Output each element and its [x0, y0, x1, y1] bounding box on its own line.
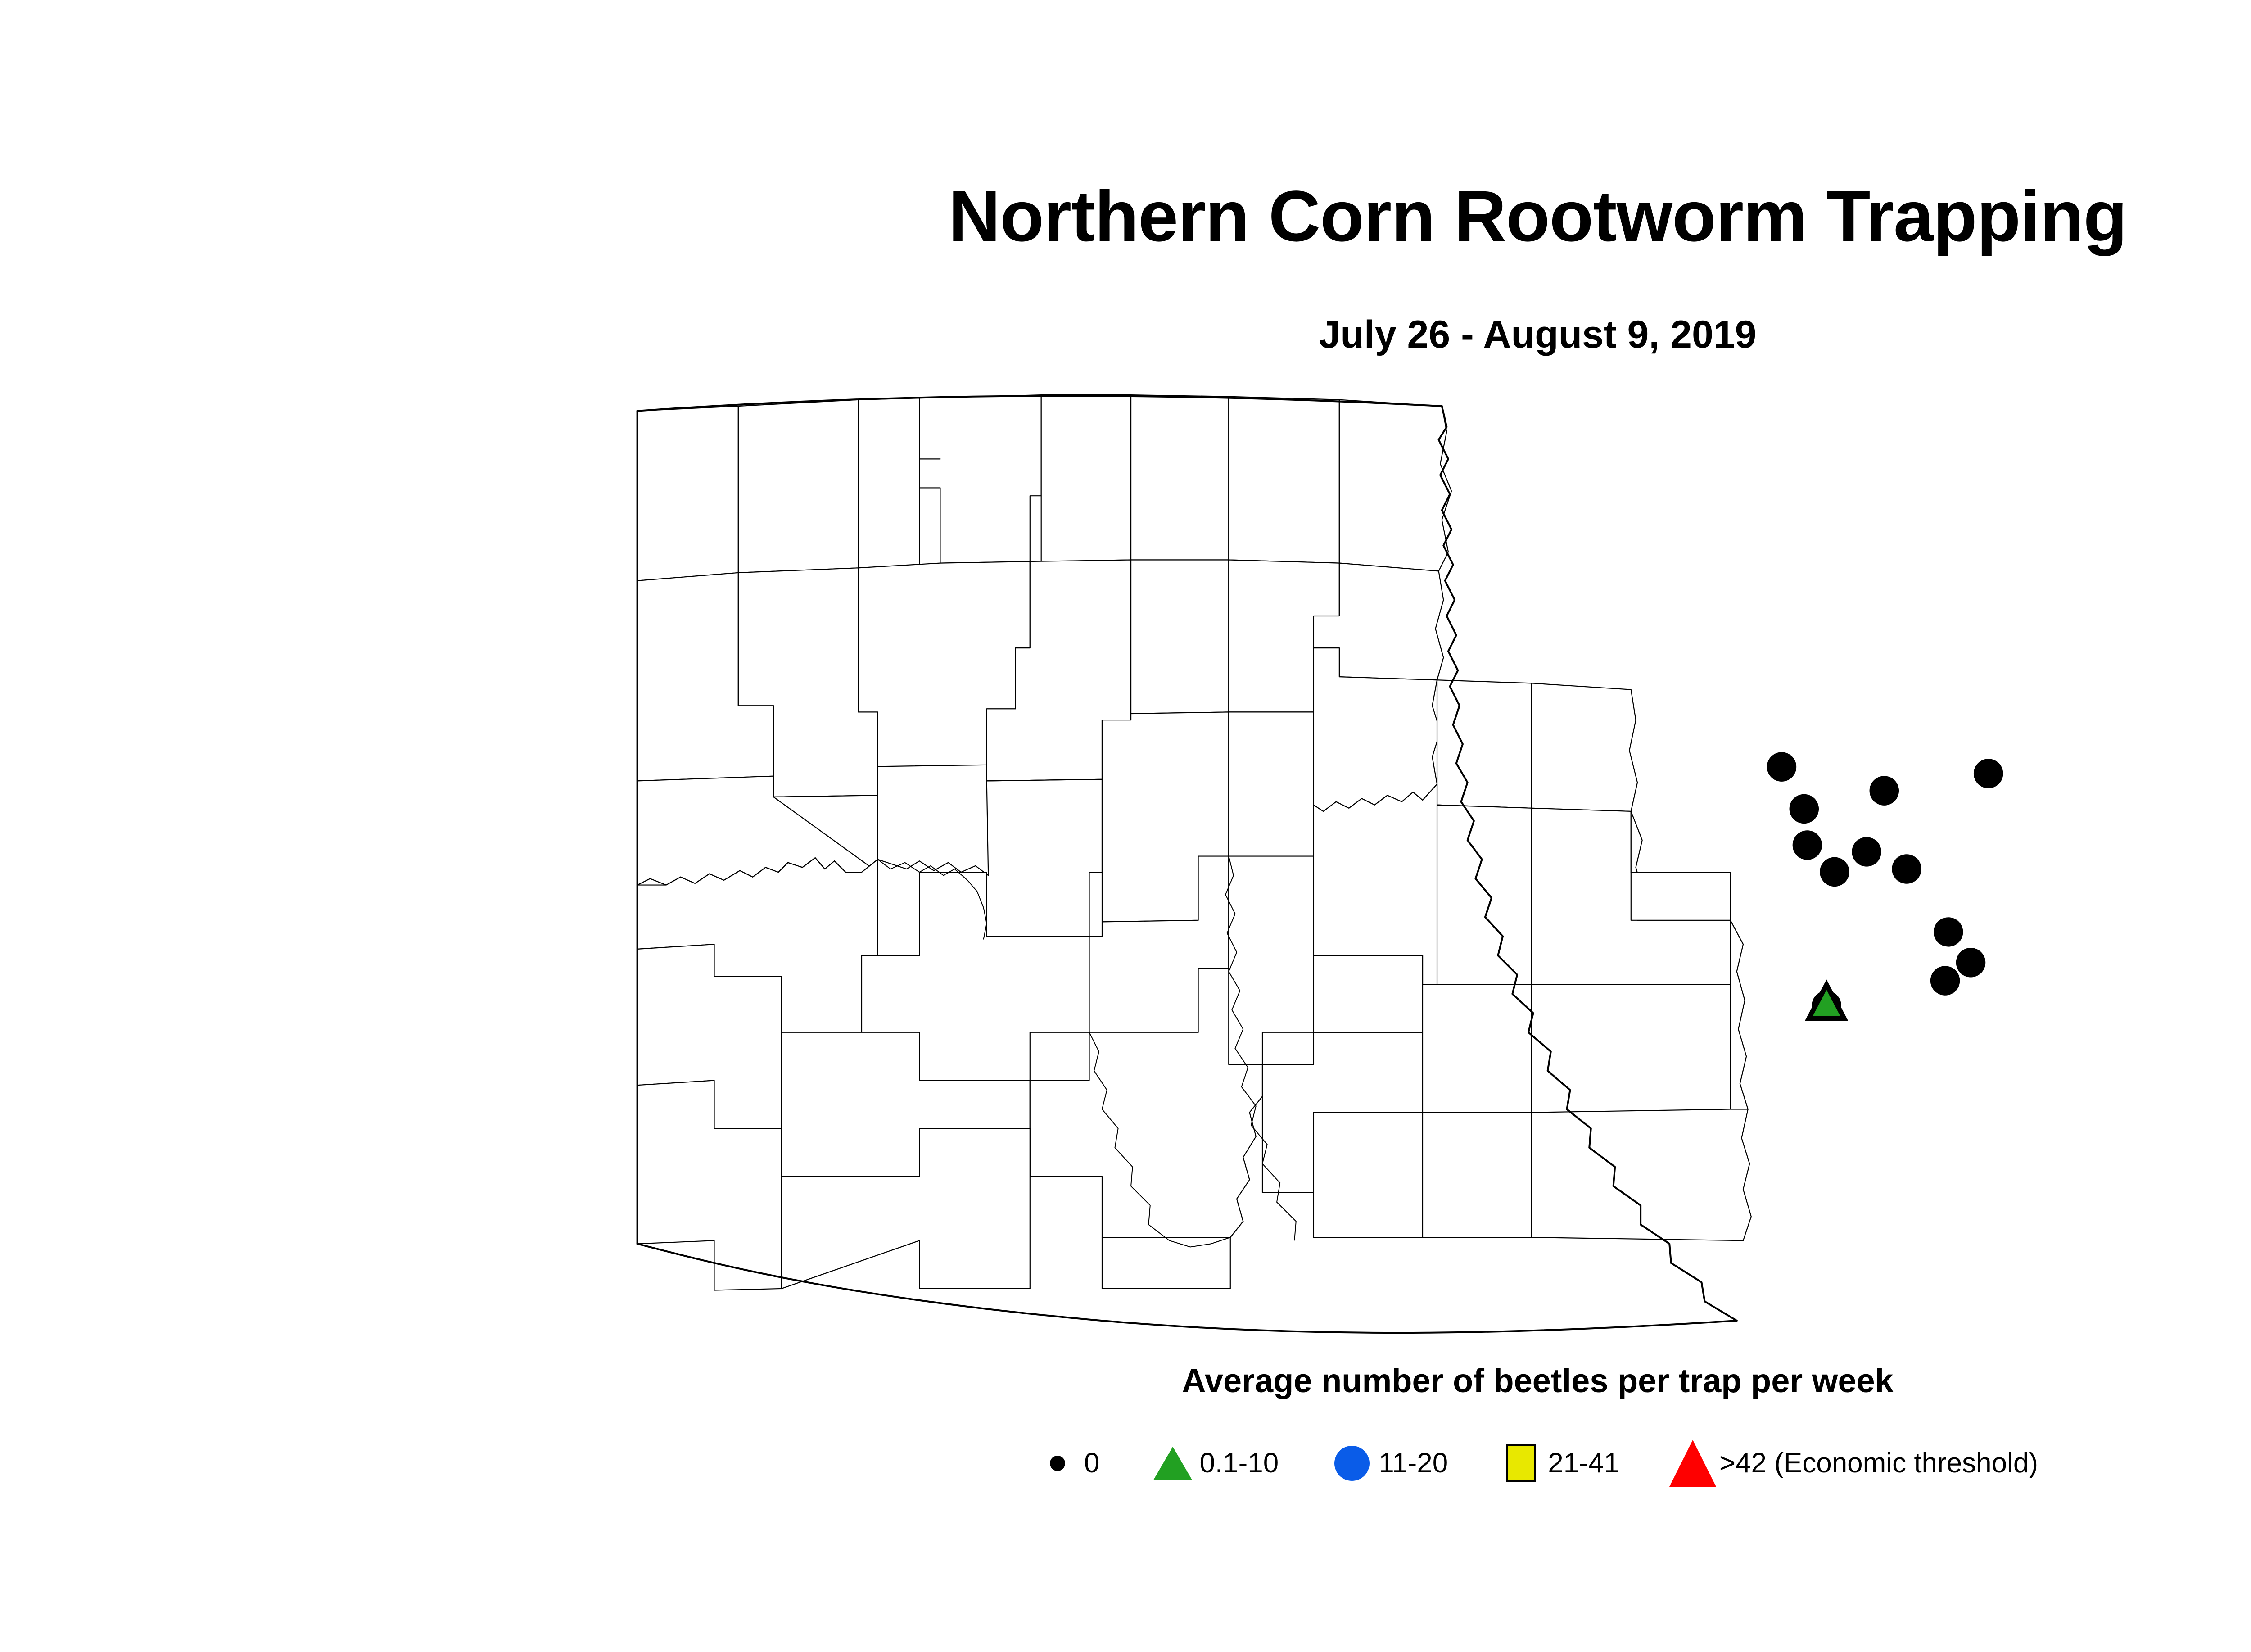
county-cavalier [1229, 397, 1339, 563]
data-point-triangle[interactable] [1805, 979, 1849, 1021]
data-point[interactable] [1973, 759, 2003, 788]
county-grand-forks [1532, 683, 1637, 811]
legend-label-1: 0.1-10 [1199, 1448, 1279, 1479]
yellow-square-icon [1501, 1441, 1541, 1486]
legend-item-1[interactable]: 0.1-10 [1153, 1441, 1279, 1486]
north-dakota-county-map [621, 392, 2224, 1346]
county-bottineau [919, 395, 1041, 563]
data-point[interactable] [1933, 917, 1963, 947]
county-stutsman [1437, 805, 1532, 984]
legend-label-4: >42 (Economic threshold) [1719, 1448, 2039, 1479]
data-point[interactable] [1767, 752, 1797, 782]
map-svg [621, 392, 2003, 1346]
legend-item-2[interactable]: 11-20 [1332, 1441, 1448, 1486]
county-divide [637, 406, 738, 581]
legend-caption: Average number of beetles per trap per w… [1182, 1362, 1894, 1399]
legend-label-0: 0 [1084, 1448, 1100, 1479]
county-steele [1631, 872, 1731, 920]
data-point[interactable] [1869, 776, 1899, 806]
missouri-river [1089, 856, 1296, 1247]
county-layer [637, 395, 1751, 1290]
legend-item-4[interactable]: >42 (Economic threshold) [1669, 1440, 2039, 1487]
county-sargent [1423, 1113, 1532, 1237]
data-point[interactable] [1820, 857, 1849, 887]
county-nelson [1437, 680, 1532, 808]
legend-label-3: 21-41 [1548, 1448, 1619, 1479]
page-title: Northern Corn Rootworm Trapping [948, 176, 2128, 256]
county-richland [1532, 1109, 1751, 1241]
data-point[interactable] [1956, 948, 1986, 978]
county-sioux [1102, 1222, 1243, 1289]
county-rolette [1041, 395, 1131, 561]
county-lamoure [1423, 984, 1532, 1113]
legend-label-2: 11-20 [1379, 1448, 1448, 1479]
map-boundary-layer [637, 396, 1737, 1333]
county-ransom [1532, 984, 1730, 1113]
blue-circle-icon [1332, 1441, 1372, 1486]
county-cass [1731, 920, 1748, 1109]
county-dickey [1314, 1113, 1423, 1237]
date-range-subtitle: July 26 - August 9, 2019 [1319, 313, 1757, 356]
county-towner [1131, 395, 1229, 560]
county-pierce [1131, 560, 1229, 713]
county-sheridan [1229, 712, 1314, 856]
legend: 0 0.1-10 11-20 21-41 >42 (Economic thres… [0, 1440, 2251, 1487]
black-dot-icon [1037, 1441, 1078, 1486]
data-point[interactable] [1852, 837, 1881, 867]
red-triangle-icon [1669, 1440, 1716, 1487]
data-point[interactable] [1892, 854, 1921, 884]
county-pembina [1339, 400, 1451, 571]
data-point[interactable] [1792, 830, 1822, 860]
county-logan [1314, 955, 1423, 1032]
lake-sakakawea [637, 858, 987, 939]
county-adams [782, 1128, 1030, 1289]
data-point-layer [1767, 752, 2003, 1021]
county-burke [738, 400, 859, 573]
data-point[interactable] [1789, 794, 1819, 824]
legend-item-0[interactable]: 0 [1037, 1441, 1099, 1486]
legend-item-3[interactable]: 21-41 [1501, 1441, 1619, 1486]
green-triangle-icon [1153, 1441, 1193, 1486]
data-point[interactable] [1930, 966, 1960, 996]
